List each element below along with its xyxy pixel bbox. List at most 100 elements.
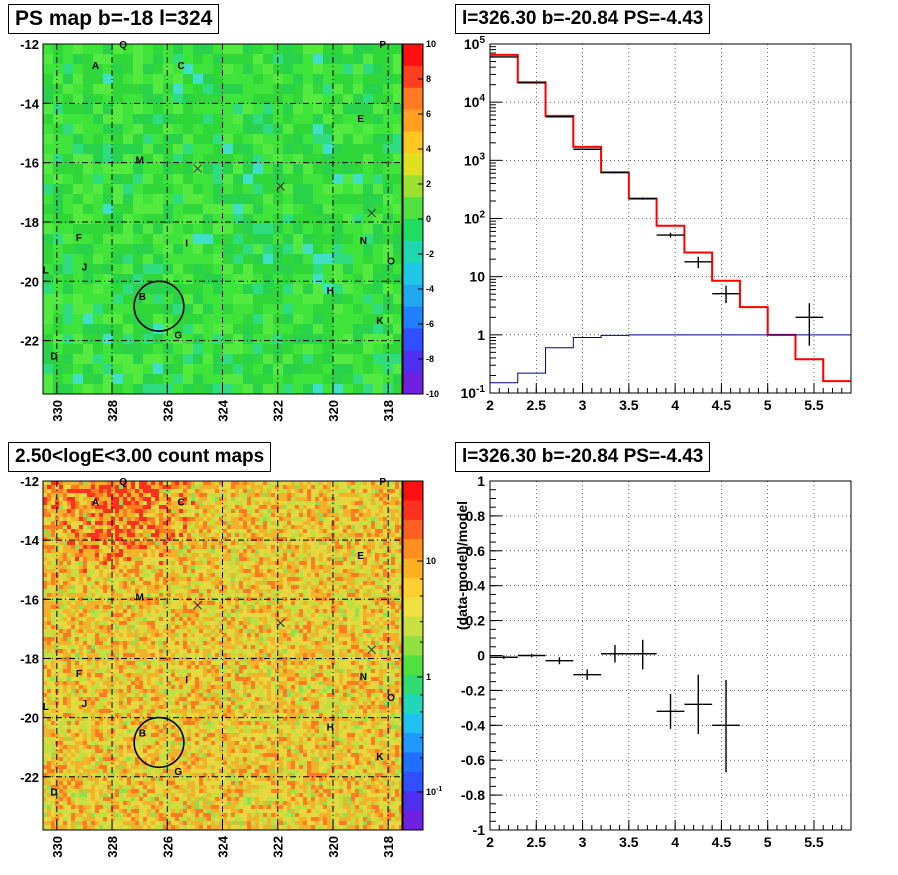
map-cell <box>75 521 79 525</box>
map-cell <box>75 641 79 645</box>
map-cell <box>293 114 303 124</box>
map-cell <box>91 633 95 637</box>
map-cell <box>311 561 315 565</box>
map-cell <box>111 593 115 597</box>
map-cell <box>259 517 263 521</box>
map-cell <box>63 224 73 234</box>
map-cell <box>133 264 143 274</box>
map-cell <box>131 497 135 501</box>
map-cell <box>95 549 99 553</box>
map-cell <box>271 505 275 509</box>
map-cell <box>63 264 73 274</box>
map-cell <box>71 509 75 513</box>
map-cell <box>207 577 211 581</box>
map-cell <box>71 501 75 505</box>
map-cell <box>133 134 143 144</box>
map-cell <box>203 601 207 605</box>
map-cell <box>351 545 355 549</box>
map-cell <box>303 264 313 274</box>
map-cell <box>203 294 213 304</box>
map-cell <box>347 513 351 517</box>
map-cell <box>347 581 351 585</box>
map-cell <box>123 194 133 204</box>
map-cell <box>93 374 103 384</box>
map-cell <box>107 569 111 573</box>
map-cell <box>235 545 239 549</box>
map-cell <box>343 577 347 581</box>
map-cell <box>323 593 327 597</box>
map-cell <box>83 489 87 493</box>
map-xtick-label: 318 <box>381 400 396 422</box>
map-cell <box>53 264 63 274</box>
map-cell <box>153 284 163 294</box>
map-cell <box>133 244 143 254</box>
map-cell <box>331 617 335 621</box>
map-cell <box>63 64 73 74</box>
map-cell <box>103 324 113 334</box>
map-cell <box>243 114 253 124</box>
map-cell <box>63 274 73 284</box>
map-cell <box>203 324 213 334</box>
map-cell <box>293 374 303 384</box>
map-cell <box>347 489 351 493</box>
map-cell <box>139 625 143 629</box>
map-cell <box>263 505 267 509</box>
map-cell <box>87 533 91 537</box>
map-cell <box>143 204 153 214</box>
map-cell <box>333 174 343 184</box>
map-cell <box>195 569 199 573</box>
map-cell <box>373 264 383 274</box>
map-cell <box>227 561 231 565</box>
map-cell <box>375 501 379 505</box>
map-cell <box>123 244 133 254</box>
map-cell <box>359 501 363 505</box>
map-cell <box>379 481 383 485</box>
map-cell <box>393 294 402 304</box>
map-cell <box>303 585 307 589</box>
map-cell <box>223 585 227 589</box>
map-cell <box>279 529 283 533</box>
map-cell <box>183 573 187 577</box>
map-cell <box>95 577 99 581</box>
map-cell <box>313 84 323 94</box>
map-cell <box>387 621 391 625</box>
map-cell <box>133 384 143 394</box>
colorbar-tick-label: -4 <box>426 284 434 294</box>
map-cell <box>113 144 123 154</box>
map-cell <box>255 501 259 505</box>
map-cell <box>215 521 219 525</box>
map-cell <box>233 64 243 74</box>
map-cell <box>315 557 319 561</box>
map-cell <box>231 553 235 557</box>
map-cell <box>155 617 159 621</box>
map-cell <box>287 493 291 497</box>
map-cell <box>99 617 103 621</box>
map-cell <box>43 244 53 254</box>
map-cell <box>215 501 219 505</box>
map-cell <box>395 581 399 585</box>
map-cell <box>47 593 51 597</box>
map-cell <box>143 641 147 645</box>
map-cell <box>79 481 83 485</box>
map-cell <box>319 533 323 537</box>
map-cell <box>93 94 103 104</box>
map-cell <box>103 204 113 214</box>
map-cell <box>351 633 355 637</box>
map-cell <box>271 629 275 633</box>
map-cell <box>347 577 351 581</box>
map-cell <box>93 364 103 374</box>
map-cell <box>373 294 383 304</box>
map-cell <box>159 521 163 525</box>
map-cell <box>47 641 51 645</box>
map-cell <box>387 497 391 501</box>
map-cell <box>73 314 83 324</box>
map-cell <box>219 553 223 557</box>
map-cell <box>179 537 183 541</box>
map-cell <box>251 513 255 517</box>
map-cell <box>273 124 283 134</box>
map-cell <box>251 585 255 589</box>
map-cell <box>227 493 231 497</box>
map-cell <box>243 549 247 553</box>
map-cell <box>219 637 223 641</box>
map-cell <box>87 561 91 565</box>
